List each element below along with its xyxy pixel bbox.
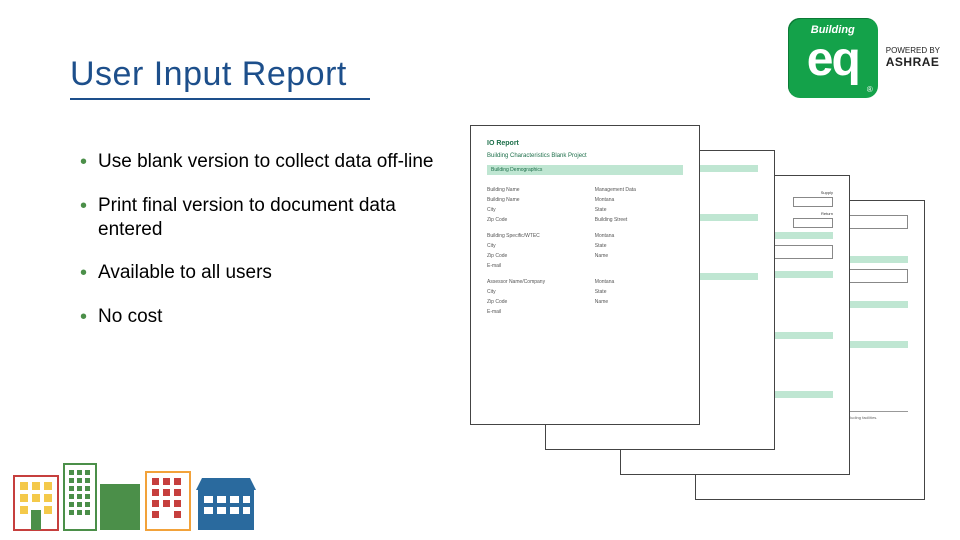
bullet-item: Print final version to document data ent… (80, 194, 450, 242)
field-v (595, 309, 683, 315)
powered-brand: ASHRAE (886, 56, 940, 69)
field-k: City (487, 207, 595, 213)
registered-mark: ® (867, 85, 873, 94)
field-v: State (595, 289, 683, 295)
report-page-stack: LOCKED Supply units w/RCVC wk - RCVw/ An… (470, 125, 930, 525)
section-bar: Building Demographics (487, 165, 683, 175)
field-v: Montana (595, 233, 683, 239)
slide: User Input Report Use blank version to c… (0, 0, 960, 540)
brand-logo: Building eq ® POWERED BY ASHRAE (788, 18, 940, 98)
field-k: Zip Code (487, 217, 595, 223)
field-v: Building Street (595, 217, 683, 223)
report-page-1: IO Report Building Characteristics Blank… (470, 125, 700, 425)
bullet-item: Available to all users (80, 261, 450, 285)
eq-badge-icon: Building eq ® (788, 18, 878, 98)
field-v: Name (595, 253, 683, 259)
report-title: IO Report (487, 140, 683, 147)
field-k: Zip Code (487, 253, 595, 259)
field-v (595, 263, 683, 269)
field-k: E-mail (487, 309, 595, 315)
field-v: State (595, 243, 683, 249)
field-k: Building Name (487, 187, 595, 193)
page-title: User Input Report (70, 55, 347, 94)
field-v: State (595, 207, 683, 213)
bullet-list: Use blank version to collect data off-li… (80, 150, 450, 349)
section-header: Building Demographics (487, 167, 542, 173)
powered-by: POWERED BY ASHRAE (886, 47, 940, 69)
field-k: Assessor Name/Company (487, 279, 595, 285)
field-v: Montana (595, 197, 683, 203)
report-subtitle: Building Characteristics Blank Project (487, 153, 683, 159)
bullet-item: Use blank version to collect data off-li… (80, 150, 450, 174)
field-v: Name (595, 299, 683, 305)
field-k: Zip Code (487, 299, 595, 305)
badge-main-text: eq (788, 36, 878, 84)
title-underline (70, 98, 370, 100)
field-k: City (487, 243, 595, 249)
field-k: Building Name (487, 197, 595, 203)
field-k: City (487, 289, 595, 295)
city-icon (12, 460, 262, 532)
field-k: Building Specific/WTEC (487, 233, 595, 239)
field-v: Montana (595, 279, 683, 285)
field-v: Management Data (595, 187, 683, 193)
bullet-item: No cost (80, 305, 450, 329)
field-k: E-mail (487, 263, 595, 269)
